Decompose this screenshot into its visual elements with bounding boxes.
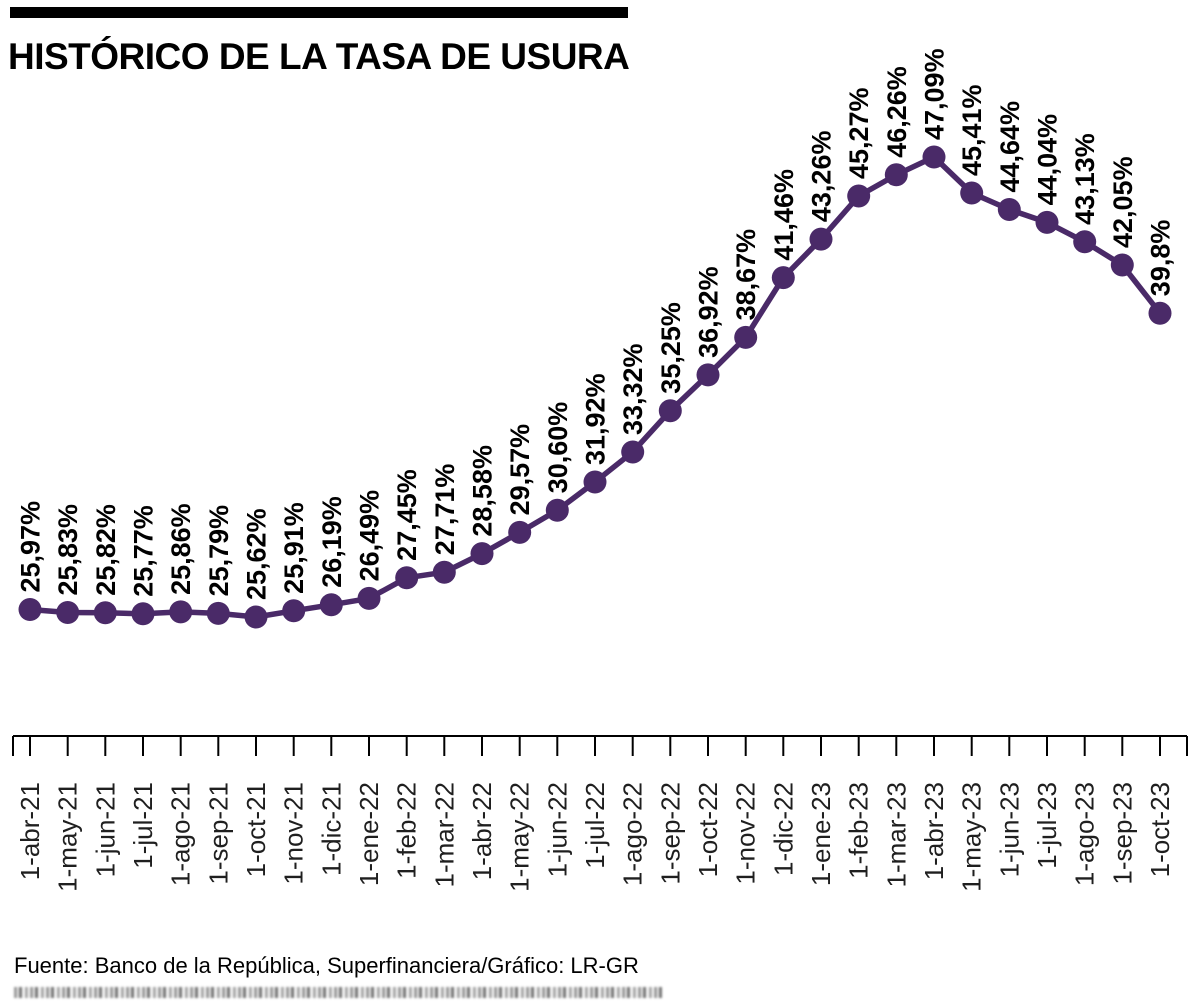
data-point	[1110, 253, 1134, 277]
x-axis-label: 1-ene-22	[354, 782, 384, 886]
data-point	[470, 542, 494, 566]
data-point	[696, 363, 720, 387]
value-label: 30,60%	[543, 402, 573, 494]
value-label: 25,86%	[166, 503, 196, 595]
data-point	[960, 181, 984, 205]
x-axis-label: 1-oct-23	[1145, 782, 1175, 877]
value-label: 27,71%	[430, 464, 460, 556]
data-point	[395, 566, 419, 590]
x-axis-label: 1-abr-23	[919, 782, 949, 880]
x-axis-label: 1-mar-23	[881, 782, 911, 887]
x-axis-label: 1-dic-22	[768, 782, 798, 876]
value-label: 38,67%	[731, 229, 761, 321]
data-point	[131, 602, 155, 626]
data-point	[545, 498, 569, 522]
value-label: 25,97%	[16, 501, 46, 593]
x-axis-label: 1-jun-21	[90, 782, 120, 877]
data-point	[432, 560, 456, 584]
value-label: 39,8%	[1146, 220, 1176, 297]
x-axis-label: 1-feb-23	[844, 782, 874, 879]
data-point	[244, 605, 268, 629]
x-axis-label: 1-jul-22	[580, 782, 610, 869]
value-label: 25,83%	[53, 504, 83, 596]
x-axis-label: 1-sep-22	[655, 782, 685, 885]
value-label: 27,45%	[392, 469, 422, 561]
data-point	[169, 600, 193, 624]
value-label: 31,92%	[581, 373, 611, 465]
value-label: 45,27%	[844, 87, 874, 179]
data-point	[771, 266, 795, 290]
value-label: 25,62%	[242, 508, 272, 600]
x-axis-label: 1-ago-23	[1070, 782, 1100, 886]
x-axis-label: 1-ago-21	[166, 782, 196, 886]
value-label: 41,46%	[769, 169, 799, 261]
x-axis-label: 1-nov-22	[731, 782, 761, 885]
data-point	[1035, 210, 1059, 234]
x-axis-label: 1-dic-21	[316, 782, 346, 876]
title-rule	[10, 7, 628, 18]
x-axis-label: 1-may-22	[505, 782, 535, 892]
data-point	[809, 227, 833, 251]
data-point	[93, 601, 117, 625]
data-point	[56, 601, 80, 624]
line-chart: 25,97% 25,83% 25,82% 25,77% 25,86% 25,79% 25,6…	[12, 48, 1188, 892]
value-label: 43,13%	[1070, 133, 1100, 225]
x-axis-label: 1-nov-21	[279, 782, 309, 885]
data-point	[206, 601, 230, 625]
data-point	[583, 470, 607, 494]
source-text: Fuente: Banco de la República, Superfina…	[14, 953, 639, 978]
x-axis-label: 1-ago-22	[618, 782, 648, 886]
data-point	[357, 586, 381, 610]
value-label: 25,77%	[129, 505, 159, 597]
data-point	[1148, 301, 1172, 325]
value-label: 26,49%	[355, 490, 385, 582]
x-axis-label: 1-abr-22	[467, 782, 497, 880]
value-label: 36,92%	[694, 266, 724, 358]
x-axis-label: 1-may-21	[53, 782, 83, 892]
x-axis-label: 1-sep-23	[1107, 782, 1137, 885]
data-point	[319, 593, 343, 617]
x-axis-label: 1-jul-23	[1032, 782, 1062, 869]
data-point	[621, 440, 645, 464]
x-axis-label: 1-feb-22	[392, 782, 422, 879]
page-title: HISTÓRICO DE LA TASA DE USURA	[8, 36, 630, 77]
value-label: 29,57%	[505, 424, 535, 516]
value-label: 33,32%	[618, 343, 648, 435]
value-label: 25,79%	[204, 505, 234, 597]
x-axis-label: 1-jul-21	[128, 782, 158, 869]
data-point	[884, 163, 908, 187]
value-label: 45,41%	[957, 84, 987, 176]
data-point	[847, 184, 871, 208]
x-axis-label: 1-sep-21	[203, 782, 233, 885]
value-label: 25,91%	[279, 502, 309, 594]
value-label: 44,04%	[1033, 114, 1063, 206]
value-label: 25,82%	[91, 504, 121, 596]
data-point	[734, 325, 758, 349]
data-point	[508, 520, 532, 544]
data-point	[997, 198, 1021, 221]
x-axis-label: 1-oct-21	[241, 782, 271, 877]
x-axis-label: 1-abr-21	[15, 782, 45, 880]
x-axis-label: 1-jun-22	[542, 782, 572, 877]
value-label: 35,25%	[656, 302, 686, 394]
x-axis-label: 1-may-23	[957, 782, 987, 892]
x-axis-label: 1-oct-22	[693, 782, 723, 877]
data-point	[18, 598, 42, 621]
x-axis-label: 1-mar-22	[429, 782, 459, 887]
value-label: 46,26%	[882, 66, 912, 158]
data-point	[1073, 230, 1097, 254]
data-point	[282, 599, 306, 623]
value-label: 44,64%	[995, 101, 1025, 193]
value-label: 43,26%	[807, 131, 837, 223]
value-label: 47,09%	[920, 48, 950, 140]
fine-print-blurred	[14, 987, 662, 998]
data-point	[658, 399, 682, 423]
value-label: 28,58%	[468, 445, 498, 537]
data-point	[922, 145, 946, 169]
x-axis-label: 1-ene-23	[806, 782, 836, 886]
value-label: 42,05%	[1108, 156, 1138, 248]
value-label: 26,19%	[317, 496, 347, 588]
x-axis-label: 1-jun-23	[994, 782, 1024, 877]
